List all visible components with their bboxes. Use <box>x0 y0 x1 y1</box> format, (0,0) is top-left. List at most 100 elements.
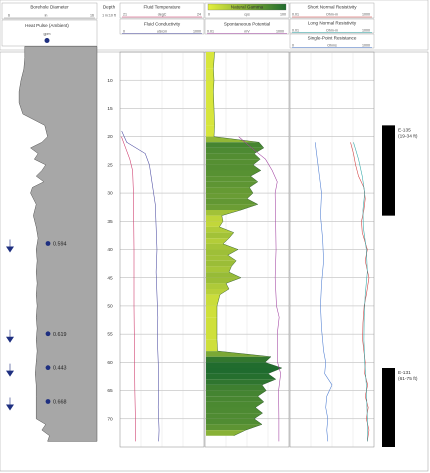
fluid-header: Fluid Temperature 21 degC 24 Fluid Condu… <box>119 2 205 35</box>
caliper-min: 6 <box>8 14 10 18</box>
gamma-band <box>206 272 241 278</box>
gamma-band <box>206 396 264 402</box>
fluid-temp-unit: degC <box>158 13 167 17</box>
spr-min: 0 <box>292 44 294 48</box>
gamma-band <box>206 68 214 81</box>
depth-unit: 1 in:10 ft <box>102 14 116 18</box>
gamma-band <box>206 198 258 205</box>
heat-pulse-label: 0.443 <box>53 366 67 372</box>
spr-title: Single-Point Resistance <box>308 36 357 41</box>
heat-pulse-marker <box>45 241 51 246</box>
sp-curve <box>238 136 281 442</box>
gamma-band <box>206 136 259 143</box>
depth-tick-label: 50 <box>107 304 113 310</box>
caliper-curve <box>18 46 98 442</box>
heat-pulse-legend-marker <box>44 38 50 43</box>
gamma-band <box>206 351 271 357</box>
gamma-band <box>206 339 218 352</box>
depth-tick-label: 55 <box>107 332 113 338</box>
depth-title: Depth <box>103 5 116 10</box>
spr-curve <box>314 142 333 442</box>
gamma-band <box>206 401 264 408</box>
gamma-band <box>206 418 262 425</box>
gamma-band <box>206 379 276 385</box>
heat-pulse-arrow <box>6 370 14 377</box>
caliper-max: 16 <box>90 14 94 18</box>
fluid-cond-unit: uS/cm <box>157 30 167 34</box>
fluid-cond-min: 0 <box>123 30 125 34</box>
gamma-band <box>206 407 263 414</box>
depth-axis: 10 15 20 25 30 35 40 45 50 55 60 65 70 <box>107 78 113 423</box>
gamma-band <box>206 373 276 380</box>
depth-tick-label: 25 <box>107 162 113 168</box>
snr-title: Short Normal Resistivity <box>307 5 357 10</box>
gamma-max: 100 <box>280 13 286 17</box>
depth-tick-label: 20 <box>107 134 113 140</box>
gamma-band <box>206 170 261 177</box>
heat-pulse-arrow <box>6 336 14 343</box>
gamma-band <box>206 283 229 289</box>
fluid-temp-curve <box>121 136 136 442</box>
fluid-temp-min: 21 <box>123 13 127 17</box>
fluid-temp-max: 24 <box>197 13 201 17</box>
screened-zone-bar <box>382 368 395 447</box>
fluid-cond-max: 1000 <box>193 30 201 34</box>
fluid-temp-title: Fluid Temperature <box>144 5 181 10</box>
gamma-min: 0 <box>208 13 210 17</box>
depth-tick-label: 60 <box>107 360 113 366</box>
gamma-track <box>206 51 283 436</box>
gamma-band <box>206 204 258 210</box>
heat-pulse-title: Heat Pulse (Ambient) <box>25 23 69 28</box>
depth-tick-label: 40 <box>107 247 113 253</box>
screened-zones: E-135(19-34 ft) E-131(61-75 ft) <box>382 125 418 447</box>
gamma-band <box>206 294 220 306</box>
depth-tick-label: 15 <box>107 106 113 112</box>
snr-min: 0.01 <box>292 13 299 17</box>
gamma-band <box>206 210 241 216</box>
caliper-title: Borehole Diameter <box>30 5 69 10</box>
gamma-band <box>206 176 258 182</box>
sp-title: Spontaneous Potential <box>224 22 270 27</box>
depth-header: Depth 1 in:10 ft <box>102 5 116 18</box>
heat-pulse-unit: gpm <box>44 32 51 36</box>
heat-pulse-marker <box>45 331 51 337</box>
sp-max: 1000 <box>276 30 284 34</box>
gamma-band <box>206 125 215 137</box>
header-section: Borehole Diameter 6 in 16 Heat Pulse (Am… <box>0 0 429 51</box>
gamma-band <box>206 193 253 199</box>
snr-max: 1000 <box>362 13 370 17</box>
gamma-band <box>206 362 282 368</box>
fluid-cond-title: Fluid Conductivity <box>144 22 181 27</box>
zone-label: E-135 <box>398 127 411 133</box>
gamma-band <box>206 243 238 250</box>
gamma-band <box>206 413 263 419</box>
zone-label: E-131 <box>398 370 411 376</box>
depth-tick-label: 45 <box>107 275 113 281</box>
gamma-band <box>206 384 267 391</box>
gamma-band <box>206 215 223 222</box>
gamma-band <box>206 305 217 318</box>
lnr-max: 1000 <box>362 29 370 33</box>
gamma-band <box>206 390 267 397</box>
gamma-band <box>206 91 214 109</box>
lnr-unit: Ohm-m <box>326 29 338 33</box>
caliper-header: Borehole Diameter 6 in 16 <box>1 2 98 20</box>
gamma-curve <box>213 51 283 436</box>
fluid-cond-curve <box>121 130 160 442</box>
depth-tick-label: 70 <box>107 416 113 422</box>
gamma-band <box>206 328 217 340</box>
heat-pulse-label: 0.668 <box>53 400 67 406</box>
gamma-band <box>206 277 241 284</box>
gamma-band <box>206 356 271 363</box>
gamma-band <box>206 108 215 126</box>
gamma-title: Natural Gamma <box>231 5 264 10</box>
snr-curve <box>350 142 370 442</box>
gamma-band <box>206 260 237 267</box>
heat-pulse-label: 0.619 <box>53 332 67 338</box>
gamma-band <box>206 266 232 273</box>
sp-unit: mV <box>244 30 250 34</box>
snr-unit: Ohm-m <box>326 13 338 17</box>
lnr-title: Long Normal Resistivity <box>308 21 357 26</box>
depth-tick-label: 30 <box>107 191 113 197</box>
